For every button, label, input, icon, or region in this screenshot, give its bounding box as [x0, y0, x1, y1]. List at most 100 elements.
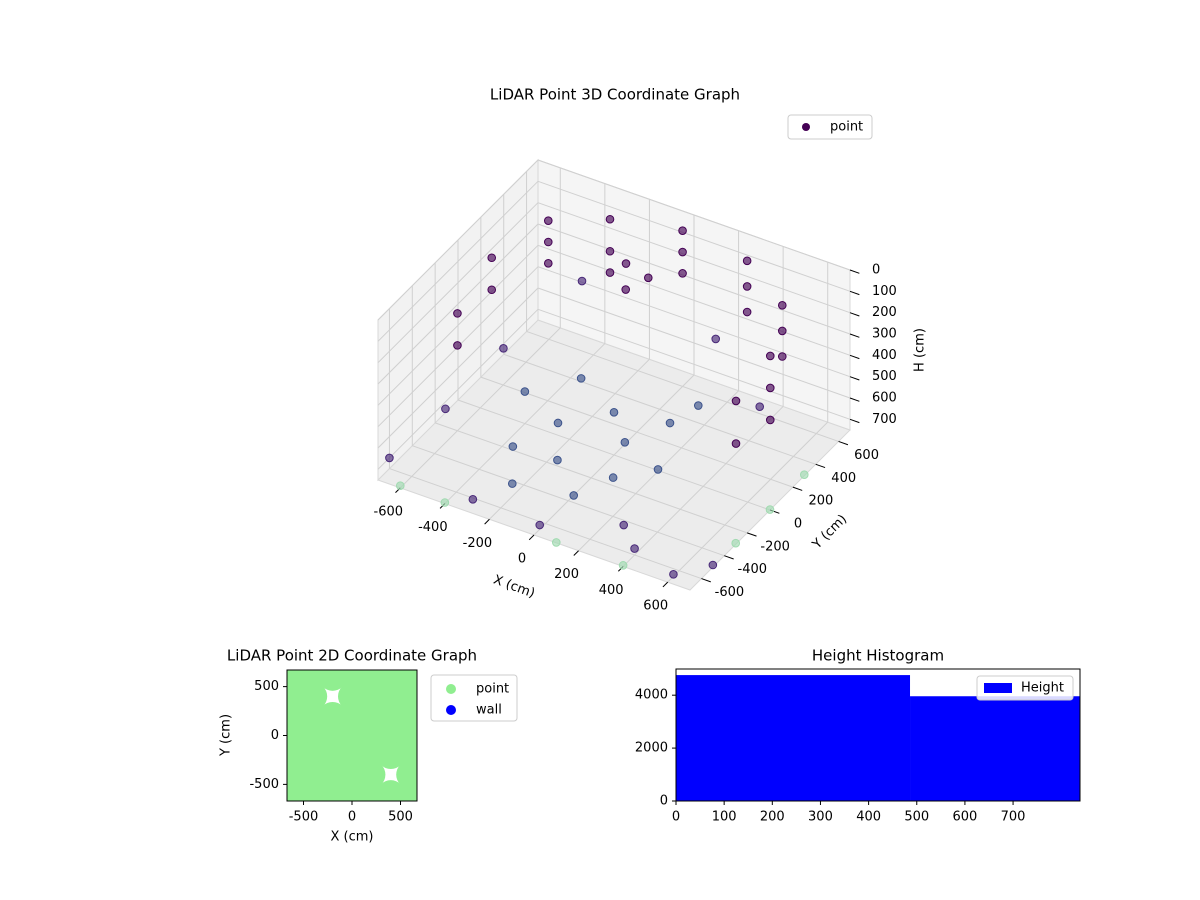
- axes-frame: [675, 668, 1081, 802]
- z-tick-label: 600: [872, 391, 897, 406]
- grid-line: [377, 180, 539, 342]
- grid-line: [526, 330, 839, 442]
- legend-box: [787, 114, 873, 140]
- point: [553, 418, 563, 428]
- point: [468, 495, 478, 504]
- chart-title: LiDAR Point 3D Coordinate Graph: [490, 86, 740, 104]
- x-tick-label: 0: [348, 810, 356, 825]
- grid-line: [537, 266, 851, 378]
- x-tick-label: 400: [856, 810, 881, 825]
- point: [357, 760, 386, 789]
- grid-line: [480, 376, 794, 488]
- point: [338, 741, 366, 770]
- grid-line: [377, 159, 539, 321]
- point: [765, 505, 775, 514]
- tick-mark: [849, 290, 860, 296]
- bar: [676, 675, 911, 801]
- point: [487, 253, 497, 263]
- tick-mark: [849, 397, 860, 402]
- point: [708, 560, 718, 570]
- x-tick-label: 500: [904, 810, 929, 825]
- legend-marker: [802, 123, 810, 131]
- grid-line: [537, 287, 851, 399]
- legend-label: point: [830, 120, 863, 135]
- x-tick-label: -500: [289, 810, 319, 825]
- point: [385, 453, 394, 463]
- x-tick-label: 500: [388, 810, 413, 825]
- legend-label: Height: [1021, 681, 1064, 696]
- tick-mark: [849, 354, 860, 360]
- y-tick-label: -500: [249, 777, 279, 792]
- z-tick-label: 200: [872, 305, 897, 320]
- y-axis-label: Y (cm): [219, 714, 234, 757]
- chart-title: Height Histogram: [812, 647, 944, 665]
- legend-marker: [446, 684, 456, 694]
- point: [440, 498, 450, 507]
- y-axis-label: Y (cm): [809, 512, 850, 553]
- tick-mark: [528, 534, 535, 541]
- point: [441, 404, 450, 414]
- x-tick-label: 200: [760, 810, 785, 825]
- x-tick-label: 100: [712, 810, 737, 825]
- legend-marker: [984, 683, 1012, 693]
- y-tick-label: 2000: [635, 741, 668, 756]
- point: [576, 374, 586, 383]
- grid-line: [537, 159, 851, 271]
- tick-mark: [792, 486, 803, 491]
- z-axis-label: H (cm): [913, 328, 928, 372]
- tick-mark: [724, 555, 734, 560]
- point: [357, 721, 386, 750]
- point: [777, 352, 787, 361]
- y-tick-label: -600: [715, 585, 745, 600]
- y-tick-label: 500: [254, 679, 279, 694]
- y-tick-label: 0: [794, 517, 802, 532]
- point: [453, 309, 462, 318]
- point: [577, 276, 587, 286]
- point: [742, 307, 752, 317]
- point: [357, 741, 386, 770]
- y-tick-label: 400: [831, 471, 856, 486]
- point: [318, 760, 347, 789]
- point: [453, 341, 462, 350]
- grid-line: [377, 202, 539, 364]
- grid-line: [457, 399, 771, 511]
- point: [678, 226, 687, 235]
- tick-mark: [849, 376, 860, 381]
- point: [621, 285, 631, 294]
- chart-title: LiDAR Point 2D Coordinate Graph: [227, 647, 477, 665]
- point: [376, 682, 405, 711]
- point: [605, 268, 615, 277]
- x-tick-label: -400: [418, 520, 448, 535]
- y-tick-label: 0: [271, 728, 279, 743]
- tick-mark: [701, 578, 711, 583]
- tick-mark: [573, 550, 579, 556]
- point: [742, 256, 752, 266]
- y-tick-label: -400: [738, 562, 768, 577]
- x-tick-label: 0: [672, 810, 680, 825]
- point: [357, 701, 386, 730]
- bar: [910, 696, 1080, 801]
- legend-label: point: [476, 682, 509, 697]
- point: [665, 418, 675, 428]
- point: [376, 701, 405, 730]
- point: [619, 520, 629, 530]
- grid-line: [537, 244, 851, 356]
- tick-mark: [838, 440, 849, 446]
- point: [731, 439, 741, 448]
- tick-mark: [849, 418, 860, 424]
- point: [799, 470, 809, 479]
- point: [376, 721, 405, 750]
- point: [338, 721, 366, 750]
- point: [553, 455, 562, 465]
- point: [357, 682, 386, 711]
- point: [643, 273, 653, 283]
- point: [535, 520, 545, 530]
- point: [777, 326, 787, 336]
- point: [621, 259, 631, 268]
- point: [711, 334, 721, 344]
- tick-mark: [849, 333, 860, 338]
- tick-mark: [849, 312, 860, 317]
- point: [551, 538, 561, 547]
- chart-3d: LiDAR Point 3D Coordinate Graph -600 -400…: [374, 86, 928, 614]
